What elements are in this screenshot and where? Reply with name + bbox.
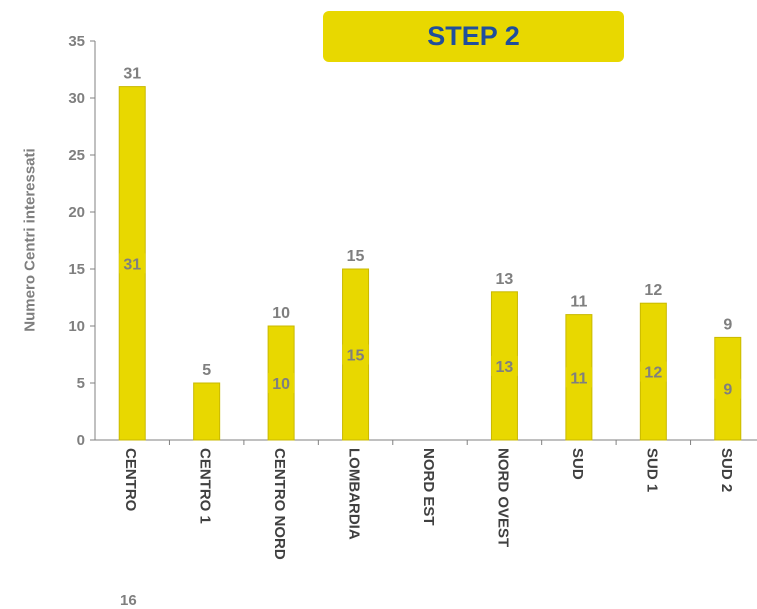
inner-label-bg — [342, 344, 369, 365]
bar-top-label: 12 — [644, 282, 662, 299]
y-tick-label: 35 — [68, 33, 85, 50]
inner-label-bg — [714, 378, 741, 399]
bar-top-label: 11 — [570, 294, 587, 311]
category-label: SUD 2 — [718, 448, 735, 492]
bar-inner-label: 9 — [723, 382, 732, 399]
bar — [193, 382, 221, 441]
y-tick-label: 15 — [68, 261, 85, 278]
bar-top-label: 5 — [202, 362, 211, 379]
step-banner-label: STEP 2 — [427, 21, 520, 51]
bar-inner-label: 11 — [570, 370, 587, 387]
inner-label-bg — [491, 355, 518, 376]
stray-value-label: 16 — [120, 592, 137, 609]
category-label: CENTRO 1 — [197, 448, 214, 524]
y-tick-label: 0 — [77, 432, 85, 449]
inner-label-bg — [268, 373, 295, 393]
bar-inner-label: 13 — [496, 359, 514, 376]
inner-label-bg — [119, 253, 146, 274]
category-label: CENTRO NORD — [271, 448, 288, 560]
bar-top-label: 9 — [723, 316, 732, 333]
y-tick-label: 30 — [68, 90, 85, 107]
bar-inner-label: 10 — [272, 376, 290, 393]
step-banner: STEP 2 — [323, 11, 624, 62]
y-tick-label: 20 — [68, 204, 85, 221]
category-label: LOMBARDIA — [346, 448, 363, 540]
category-label: NORD OVEST — [494, 448, 511, 547]
category-label: SUD — [569, 448, 586, 480]
bar-top-label: 15 — [347, 248, 365, 265]
bar-top-label: 10 — [272, 305, 290, 322]
inner-label-bg — [565, 367, 592, 388]
bar-top-label: 31 — [123, 66, 141, 83]
category-label: NORD EST — [420, 448, 437, 526]
y-tick-label: 25 — [68, 147, 85, 164]
y-tick-label: 10 — [68, 318, 85, 335]
inner-label-bg — [640, 361, 667, 382]
category-label: SUD 1 — [643, 448, 660, 492]
bar-inner-label: 15 — [347, 348, 365, 365]
bar-inner-label: 31 — [123, 256, 141, 273]
bar-top-label: 13 — [496, 271, 514, 288]
category-label: CENTRO — [122, 448, 139, 512]
bar-inner-label: 12 — [644, 365, 662, 382]
y-tick-label: 5 — [77, 375, 85, 392]
